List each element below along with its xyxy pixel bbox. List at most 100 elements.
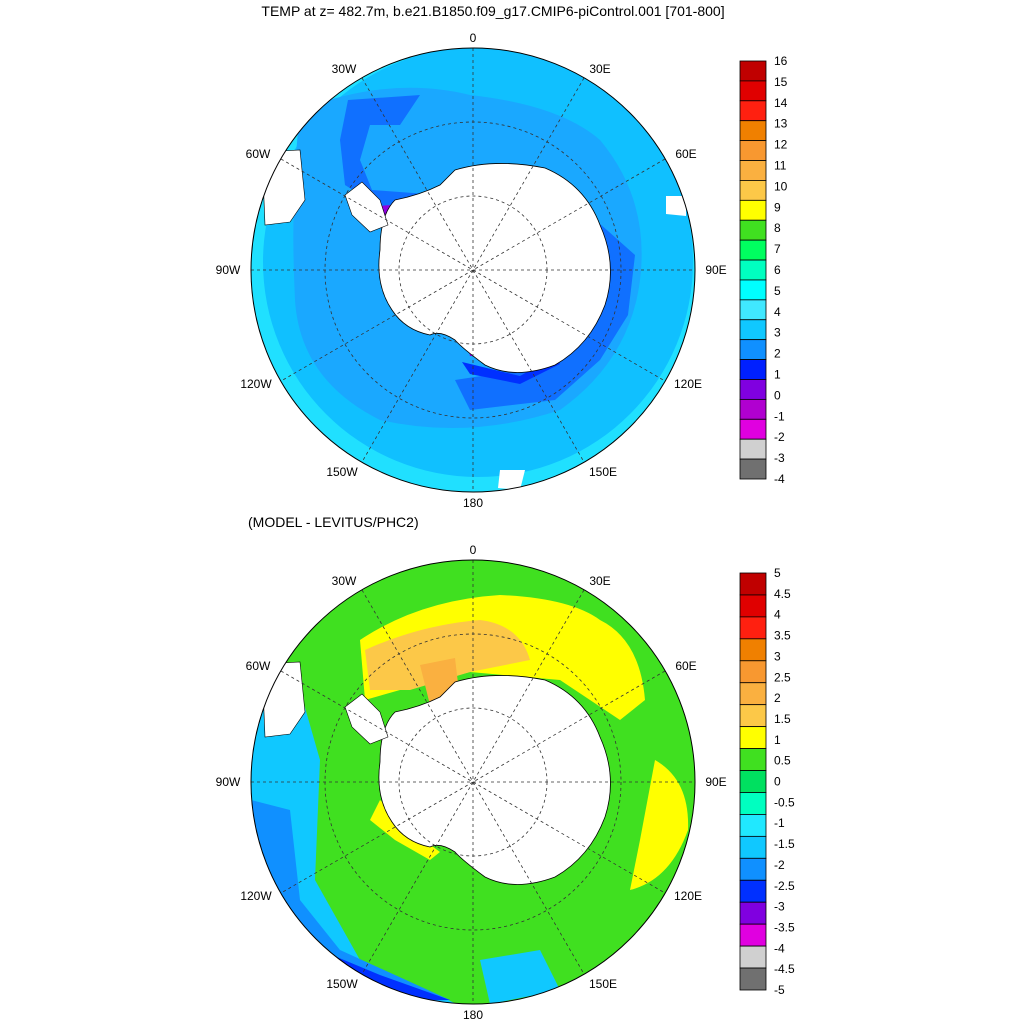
colorbar-swatch <box>739 879 767 903</box>
colorbar-label: 12 <box>774 138 788 152</box>
colorbar-swatch <box>739 379 767 400</box>
colorbar-swatch <box>739 682 767 706</box>
lon-150w-label: 150W <box>326 465 358 479</box>
panel2-title: (MODEL - LEVITUS/PHC2) <box>248 514 419 530</box>
colorbar-swatch <box>739 726 767 749</box>
lon-180-label: 180 <box>463 496 483 510</box>
lon-120e-label: 120E <box>674 377 702 391</box>
colorbar-swatch <box>739 901 767 925</box>
panel1-title: TEMP at z= 482.7m, b.e21.B1850.f09_g17.C… <box>261 3 724 19</box>
colorbar-label: 16 <box>774 54 788 68</box>
panel2-colorbar: 5 4.5 4 3.5 3 2.5 2 1.5 1 0.5 0 -0.5 -1 -1.5 -2 -2.5 -3 -… <box>739 566 795 997</box>
lon-90e-label: 90E <box>705 263 726 277</box>
lon-90w-label: 90W <box>216 775 241 789</box>
colorbar-swatch <box>739 923 767 947</box>
colorbar-label: 1.5 <box>774 712 791 726</box>
colorbar-label: 5 <box>774 284 781 298</box>
panel1-nz-patch <box>498 470 525 490</box>
colorbar-label: 9 <box>774 200 781 214</box>
colorbar-swatch <box>739 438 767 460</box>
colorbar-label: 0 <box>774 775 781 789</box>
colorbar-label: 0 <box>774 388 781 402</box>
colorbar-swatch <box>739 398 767 420</box>
colorbar-label: -3 <box>774 900 785 914</box>
colorbar-label: 1 <box>774 733 781 747</box>
colorbar-swatch <box>739 180 767 201</box>
colorbar-label: -1 <box>774 409 785 423</box>
colorbar-swatch <box>739 792 767 815</box>
colorbar-label: 13 <box>774 117 788 131</box>
colorbar-swatch <box>739 299 767 321</box>
colorbar-swatch <box>739 704 767 728</box>
colorbar-label: 5 <box>774 566 781 580</box>
colorbar-label: -2.5 <box>774 879 795 893</box>
panel2-peninsula <box>344 693 389 745</box>
colorbar-swatch <box>739 594 767 618</box>
lon-30e-label: 30E <box>589 574 610 588</box>
colorbar-swatch <box>739 857 767 881</box>
lon-30w-label: 30W <box>332 62 357 76</box>
colorbar-swatch <box>739 967 767 991</box>
colorbar-label: 15 <box>774 75 788 89</box>
colorbar-label: 1 <box>774 368 781 382</box>
colorbar-label: 6 <box>774 263 781 277</box>
colorbar-swatch <box>739 60 767 82</box>
panel1-map-border <box>250 47 696 493</box>
colorbar-swatch <box>739 279 767 301</box>
panel2-field-gold <box>365 620 530 690</box>
lon-0-label: 0 <box>470 31 477 45</box>
colorbar-label: -1 <box>774 816 785 830</box>
colorbar-label: 11 <box>774 159 787 173</box>
colorbar-swatch <box>739 140 767 161</box>
colorbar-swatch <box>739 259 767 281</box>
lon-60e-label: 60E <box>675 147 696 161</box>
colorbar-label: 10 <box>774 179 788 193</box>
colorbar-swatch <box>739 748 767 771</box>
colorbar-swatch <box>739 814 767 837</box>
colorbar-swatch <box>739 458 767 480</box>
colorbar-label: 4 <box>774 608 781 622</box>
colorbar-swatch <box>739 239 767 261</box>
colorbar-label: 3 <box>774 326 781 340</box>
colorbar-label: 2.5 <box>774 670 791 684</box>
lon-120w-label: 120W <box>240 889 272 903</box>
colorbar-swatch <box>739 319 767 341</box>
lon-60w-label: 60W <box>246 659 271 673</box>
colorbar-label: -1.5 <box>774 837 795 851</box>
colorbar-label: 8 <box>774 221 781 235</box>
colorbar-label: -2 <box>774 430 785 444</box>
colorbar-swatch <box>739 770 767 793</box>
lon-120w-label: 120W <box>240 377 272 391</box>
colorbar-swatch <box>739 359 767 380</box>
colorbar-swatch <box>739 199 767 221</box>
colorbar-label: 2 <box>774 347 781 361</box>
colorbar-label: 2 <box>774 691 781 705</box>
panel1-africa-patch <box>666 196 686 216</box>
lon-0-label: 0 <box>470 543 477 557</box>
panel2-field-south-cyan <box>480 950 560 1004</box>
colorbar-swatch <box>739 219 767 241</box>
lon-120e-label: 120E <box>674 889 702 903</box>
panel-difference: (MODEL - LEVITUS/PHC2) <box>216 514 795 1022</box>
colorbar-swatch <box>739 660 767 684</box>
colorbar-label: 3 <box>774 649 781 663</box>
colorbar-label: 7 <box>774 242 781 256</box>
lon-60e-label: 60E <box>675 659 696 673</box>
colorbar-swatch <box>739 100 767 122</box>
lon-180-label: 180 <box>463 1008 483 1022</box>
colorbar-swatch <box>739 945 767 969</box>
colorbar-swatch <box>739 120 767 142</box>
colorbar-label: 4 <box>774 305 781 319</box>
colorbar-swatch <box>739 160 767 181</box>
lon-150e-label: 150E <box>589 465 617 479</box>
panel2-longitude-labels: 0 30E 60E 90E 120E 150E 180 150W 120W 90… <box>216 543 727 1022</box>
colorbar-label: -2 <box>774 858 785 872</box>
lon-150w-label: 150W <box>326 977 358 991</box>
colorbar-label: -4 <box>774 472 785 486</box>
colorbar-label: -4 <box>774 941 785 955</box>
panel1-antarctica <box>378 163 611 373</box>
colorbar-swatch <box>739 418 767 440</box>
panel2-field-yellow-east <box>630 760 689 890</box>
